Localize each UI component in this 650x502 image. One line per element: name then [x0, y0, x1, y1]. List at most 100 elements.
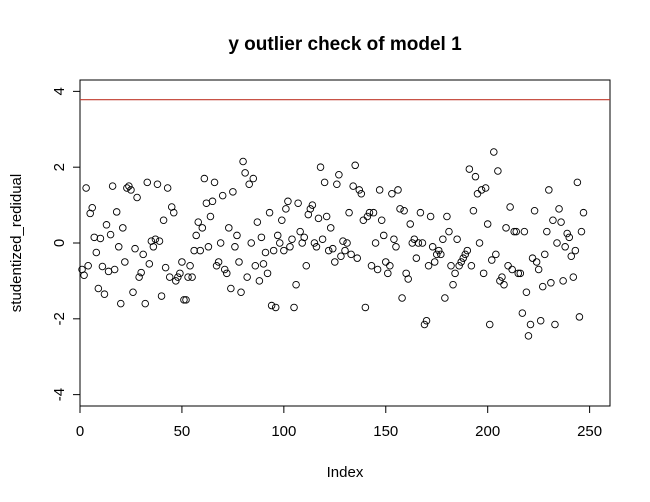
- data-point: [520, 227, 529, 236]
- data-point: [198, 224, 207, 232]
- data-point: [251, 261, 260, 270]
- data-point: [284, 197, 292, 206]
- data-point: [494, 167, 502, 175]
- data-point: [88, 203, 96, 212]
- data-point: [333, 180, 341, 188]
- data-point: [306, 205, 315, 213]
- data-point: [392, 243, 400, 251]
- data-point: [245, 180, 253, 188]
- data-point: [390, 235, 398, 243]
- data-point: [349, 182, 357, 190]
- data-point: [398, 294, 406, 302]
- data-point: [406, 220, 414, 228]
- data-point: [428, 243, 437, 251]
- data-point: [441, 294, 449, 302]
- data-point: [123, 184, 131, 192]
- data-point: [110, 265, 119, 274]
- data-point: [276, 239, 284, 247]
- data-point: [443, 212, 451, 221]
- data-point: [500, 280, 508, 289]
- data-point: [492, 250, 500, 259]
- data-point: [524, 332, 533, 340]
- data-point: [137, 268, 145, 277]
- data-point: [522, 288, 531, 297]
- data-point: [92, 248, 101, 257]
- data-point: [255, 277, 264, 285]
- y-tick-label: -4: [51, 388, 68, 401]
- data-point: [488, 256, 496, 264]
- data-point: [117, 299, 125, 308]
- data-point: [455, 261, 463, 270]
- data-point: [161, 263, 170, 272]
- data-point: [170, 208, 178, 217]
- data-point: [473, 189, 482, 198]
- data-point: [377, 216, 386, 225]
- y-axis-label: studentized_redidual: [8, 174, 25, 312]
- data-point: [538, 282, 547, 291]
- data-point: [371, 239, 380, 247]
- data-point: [477, 186, 486, 194]
- data-point: [577, 227, 586, 236]
- data-point: [322, 212, 331, 221]
- data-point: [316, 163, 325, 171]
- data-point: [159, 216, 168, 225]
- data-point: [243, 273, 251, 281]
- data-point: [214, 258, 223, 266]
- data-point: [310, 239, 319, 247]
- data-point: [178, 258, 186, 266]
- data-point: [445, 227, 453, 236]
- data-point: [200, 174, 209, 183]
- data-point: [114, 243, 123, 251]
- data-point: [435, 246, 443, 255]
- data-point: [502, 224, 510, 232]
- data-point: [235, 258, 243, 266]
- data-point: [119, 224, 127, 232]
- data-point: [331, 258, 339, 266]
- data-point: [139, 250, 147, 259]
- data-point: [206, 212, 215, 221]
- data-point: [282, 205, 290, 213]
- data-point: [280, 246, 288, 255]
- data-point: [404, 275, 412, 283]
- data-point: [526, 320, 535, 329]
- x-tick-label: 100: [271, 423, 296, 440]
- data-point: [357, 189, 366, 198]
- data-point: [510, 227, 518, 236]
- data-point: [575, 313, 584, 321]
- data-point: [96, 234, 105, 243]
- data-point: [481, 184, 490, 192]
- data-point: [267, 301, 276, 310]
- y-tick-label: 4: [51, 87, 68, 95]
- data-point: [84, 261, 92, 270]
- data-point: [345, 208, 353, 217]
- data-point: [549, 216, 557, 225]
- data-point: [532, 258, 541, 266]
- data-point: [506, 203, 514, 211]
- data-point: [379, 231, 388, 240]
- data-point: [98, 262, 107, 271]
- data-point: [212, 261, 221, 270]
- data-point: [312, 243, 321, 251]
- data-point: [369, 208, 378, 217]
- data-point: [541, 250, 549, 259]
- data-point: [225, 224, 233, 232]
- data-point: [257, 233, 266, 242]
- data-point: [163, 184, 172, 192]
- data-point: [463, 246, 472, 255]
- data-point: [94, 284, 103, 293]
- data-point: [192, 231, 200, 240]
- data-point: [176, 269, 184, 278]
- data-point: [324, 246, 333, 255]
- data-point: [418, 239, 427, 247]
- data-point: [196, 246, 205, 255]
- data-point: [363, 212, 372, 221]
- data-point: [145, 260, 154, 268]
- x-axis-label: Index: [327, 464, 364, 481]
- data-point: [278, 216, 286, 225]
- x-tick-label: 0: [76, 423, 84, 440]
- data-point: [512, 227, 520, 236]
- data-point: [208, 197, 217, 206]
- data-point: [294, 199, 302, 207]
- data-point: [127, 186, 135, 194]
